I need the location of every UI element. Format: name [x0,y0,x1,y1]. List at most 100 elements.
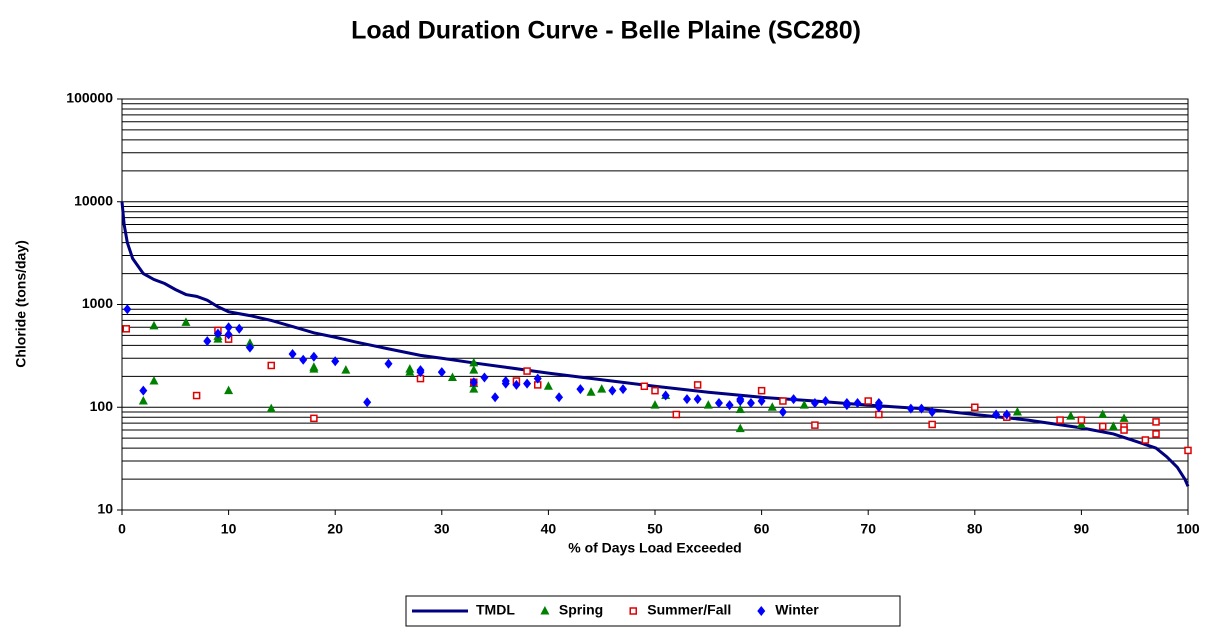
x-tick-label: 50 [647,521,663,537]
scatter-point [875,410,883,419]
scatter-point [1141,436,1150,444]
scatter-point [597,384,607,393]
scatter-point [310,414,318,423]
scatter-point [874,402,883,413]
scatter-point [971,403,979,411]
scatter-point [992,409,1001,420]
scatter-point [928,406,937,417]
scatter-point [123,304,132,315]
scatter-point [1066,411,1076,420]
legend-label: Summer/Fall [647,602,731,618]
x-tick-label: 70 [860,521,876,537]
scatter-point [651,386,659,395]
scatter-point [1056,416,1064,424]
y-tick-label: 10000 [74,192,113,208]
scatter-point [469,384,479,393]
scatter-point [384,358,393,369]
scatter-point [341,365,351,374]
scatter-point [757,386,766,395]
scatter-point [203,336,212,347]
y-tick-label: 100000 [66,90,113,106]
scatter-point [288,348,297,359]
scatter-point [149,376,159,385]
x-tick-label: 20 [327,521,343,537]
y-tick-label: 100 [90,398,114,414]
scatter-point [523,378,532,389]
scatter-point [672,410,681,419]
y-tick-label: 10 [97,501,113,517]
scatter-point [1108,421,1118,430]
scatter-point [735,404,745,414]
scatter-point [789,394,798,405]
scatter-point [842,397,851,408]
scatter-point [682,394,691,405]
scatter-point [767,402,777,411]
scatter-point [693,394,702,405]
scatter-point [799,400,809,409]
scatter-point [245,342,254,353]
legend-marker [629,607,637,615]
scatter-point [224,322,233,333]
scatter-point [650,400,660,409]
scatter-point [224,329,233,340]
scatter-point [1077,416,1086,424]
scatter-point [405,364,415,373]
scatter-point [703,400,713,409]
scatter-point [213,328,222,339]
scatter-point [725,400,734,411]
scatter-point [309,351,318,362]
scatter-point [447,372,457,381]
scatter-point [139,385,148,396]
scatter-point [299,354,308,365]
scatter-point [363,397,372,408]
scatter-point [416,365,425,376]
y-axis-label: Chloride (tons/day) [13,240,29,368]
x-tick-label: 90 [1074,521,1090,537]
scatter-point [533,373,542,384]
scatter-point [906,403,915,414]
scatter-point [864,397,872,405]
scatter-point [714,397,723,408]
scatter-point [469,365,479,374]
scatter-point [523,367,531,375]
scatter-point [138,396,148,405]
scatter-point [491,392,500,403]
scatter-point [1098,409,1108,419]
scatter-point [821,396,830,407]
scatter-point [1120,426,1128,434]
scatter-point [619,384,628,395]
scatter-point [181,317,191,326]
scatter-point [779,397,787,405]
legend-marker [757,606,766,616]
scatter-point [661,390,670,401]
scatter-point [693,381,702,389]
x-axis-label: % of Days Load Exceeded [568,540,742,556]
scatter-point [928,420,936,429]
scatter-point [1098,422,1107,431]
scatter-point [746,397,755,408]
scatter-point [640,382,649,391]
legend-label: Winter [775,602,819,618]
scatter-point [149,320,159,330]
scatter-point [1184,446,1192,455]
scatter-point [309,362,319,371]
scatter-point [543,381,553,390]
scatter-point [555,392,564,403]
tmdl-line [120,201,1190,487]
x-tick-label: 10 [221,521,237,537]
x-tick-label: 0 [118,521,126,537]
plot-border [121,98,1189,511]
scatter-point [1152,430,1160,438]
legend-label: TMDL [476,602,515,618]
scatter-point [501,376,510,387]
scatter-point [267,361,275,370]
scatter-point [1012,406,1022,416]
scatter-point [1002,409,1011,420]
x-tick-label: 40 [541,521,557,537]
x-tick-label: 60 [754,521,770,537]
scatter-point [469,357,479,367]
scatter-point [810,397,819,408]
scatter-point [917,403,926,414]
